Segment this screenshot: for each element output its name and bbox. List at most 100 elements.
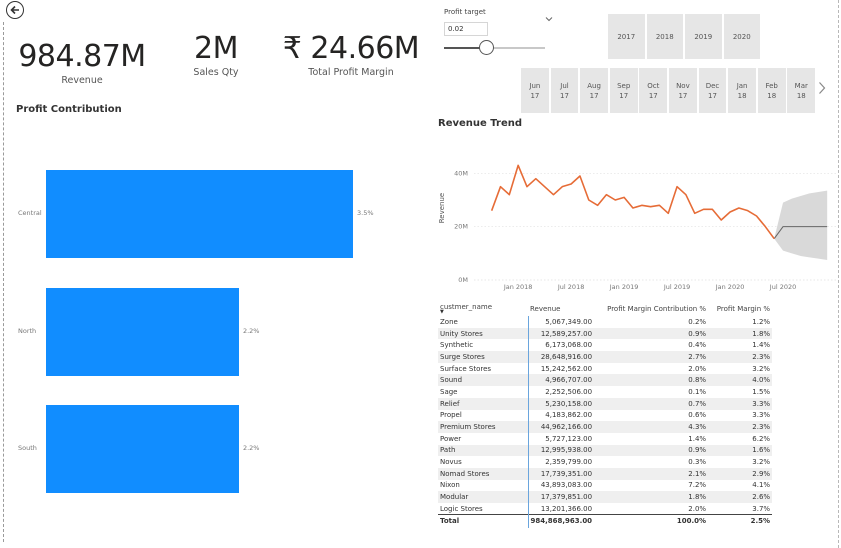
cell-revenue: 5,067,349.00 bbox=[527, 316, 595, 328]
cell-revenue: 2,252,506.00 bbox=[527, 386, 595, 398]
year-tile-2020[interactable]: 2020 bbox=[723, 14, 760, 59]
cell-customer: Nomad Stores bbox=[438, 467, 528, 480]
table-row[interactable]: Synthetic 6,173,068.00 0.4% 1.4% bbox=[438, 339, 772, 352]
bar-value-label: 2.2% bbox=[242, 444, 260, 452]
bar-central[interactable] bbox=[46, 170, 353, 258]
cell-contribution: 4.3% bbox=[594, 421, 709, 433]
table-row[interactable]: Nixon 43,893,083.00 7.2% 4.1% bbox=[438, 479, 772, 492]
profit-margin-card: ₹ 24.66M Total Profit Margin bbox=[276, 32, 426, 79]
table-row[interactable]: Sound 4,966,707.00 0.8% 4.0% bbox=[438, 374, 773, 387]
profit-contribution-title: Profit Contribution bbox=[16, 104, 122, 115]
cell-margin: 4.1% bbox=[752, 481, 771, 490]
chevron-right-icon[interactable] bbox=[818, 80, 826, 99]
table-row[interactable]: Power 5,727,123.00 1.4% 6.2% bbox=[438, 432, 772, 445]
table-row[interactable]: Surface Stores 15,242,562.00 2.0% 3.2% bbox=[438, 362, 772, 375]
month-tile-year: 18 bbox=[767, 91, 777, 100]
month-tile-month: Aug bbox=[587, 81, 601, 90]
cell-revenue: 5,727,123.00 bbox=[527, 432, 595, 445]
table-row[interactable]: Zone 5,067,349.00 0.2% 1.2% bbox=[438, 316, 772, 328]
table-row[interactable]: Nomad Stores 17,739,351.00 2.1% 2.9% bbox=[438, 467, 773, 480]
month-tile-year: 17 bbox=[648, 91, 658, 100]
table-row[interactable]: Relief 5,230,158.00 0.7% 3.3% bbox=[438, 397, 773, 410]
back-arrow-icon[interactable] bbox=[6, 1, 24, 19]
cell-contribution: 0.9% bbox=[594, 444, 709, 457]
month-tile-dec-17[interactable]: Dec 17 bbox=[698, 68, 727, 113]
cell-contribution: 0.2% bbox=[688, 317, 707, 326]
slider-track[interactable] bbox=[444, 47, 545, 49]
col-header-margin[interactable]: Profit Margin % bbox=[716, 305, 771, 313]
cell-revenue: 2,359,799.00 bbox=[527, 456, 595, 468]
bar-north[interactable] bbox=[46, 288, 239, 376]
col-header-customer[interactable]: custmer_name ▼ bbox=[438, 302, 528, 316]
cell-contribution: 0.6% bbox=[688, 411, 707, 420]
col-header-customer-label: custmer_name bbox=[440, 303, 493, 311]
cell-revenue: 6,173,068.00 bbox=[527, 339, 595, 352]
table-row[interactable]: Logic Stores 13,201,366.00 2.0% 3.7% bbox=[438, 503, 772, 515]
month-tile-jan-18[interactable]: Jan 18 bbox=[728, 68, 756, 113]
month-tile-sep-17[interactable]: Sep 17 bbox=[609, 68, 638, 113]
cell-revenue: 17,739,351.00 bbox=[527, 467, 595, 480]
sort-desc-icon[interactable]: ▼ bbox=[440, 309, 444, 315]
cell-margin: 4.0% bbox=[708, 374, 773, 387]
table-row[interactable]: Novus 2,359,799.00 0.3% 3.2% bbox=[438, 456, 772, 468]
bar-category-label: Central bbox=[18, 209, 42, 217]
col-header-revenue[interactable]: Revenue bbox=[530, 305, 561, 313]
table-row[interactable]: Premium Stores 44,962,166.00 4.3% 2.3% bbox=[438, 421, 773, 433]
right-border bbox=[838, 0, 839, 548]
month-tile-oct-17[interactable]: Oct 17 bbox=[639, 68, 668, 113]
x-tick-label: Jan 2019 bbox=[609, 283, 639, 291]
cell-margin: 1.5% bbox=[752, 387, 771, 396]
cell-contribution: 1.4% bbox=[688, 434, 707, 443]
month-tile-nov-17[interactable]: Nov 17 bbox=[669, 68, 697, 113]
cell-margin: 3.7% bbox=[752, 504, 771, 513]
cell-revenue: 4,966,707.00 bbox=[527, 374, 595, 387]
month-tile-month: Oct bbox=[647, 81, 660, 90]
x-tick-label: Jul 2018 bbox=[557, 283, 584, 291]
month-tile-month: Nov bbox=[676, 81, 690, 90]
month-tile-year: 17 bbox=[678, 91, 688, 100]
month-tile-year: 17 bbox=[530, 91, 540, 100]
year-tile-2019[interactable]: 2019 bbox=[685, 14, 722, 59]
total-margin: 2.5% bbox=[708, 514, 773, 528]
month-tile-aug-17[interactable]: Aug 17 bbox=[580, 68, 608, 113]
cell-margin: 1.2% bbox=[752, 317, 771, 326]
forecast-confidence-band bbox=[774, 190, 828, 260]
month-tile-month: Sep bbox=[617, 81, 631, 90]
table-total-row: Total 984,868,963.00 100.0% 2.5% bbox=[438, 514, 773, 528]
table-row[interactable]: Surge Stores 28,648,916.00 2.7% 2.3% bbox=[438, 351, 773, 363]
y-tick-label: 0M bbox=[458, 276, 468, 284]
profit-target-input[interactable]: 0.02 bbox=[444, 22, 488, 36]
month-tile-feb-18[interactable]: Feb 18 bbox=[757, 68, 786, 113]
month-tile-month: Jun bbox=[529, 81, 541, 90]
revenue-series-line[interactable] bbox=[490, 164, 775, 240]
chevron-down-icon[interactable] bbox=[545, 7, 553, 26]
slider-thumb[interactable] bbox=[478, 40, 494, 55]
revenue-trend-chart: 0M 20M 40M Revenue Jan 2018 Jul 2018 Jan 2019 J… bbox=[438, 164, 836, 291]
cell-margin: 1.6% bbox=[708, 444, 773, 457]
month-tile-mar-18[interactable]: Mar 18 bbox=[787, 68, 816, 113]
revenue-card: 984.87M Revenue bbox=[14, 39, 150, 87]
bar-south[interactable] bbox=[46, 405, 239, 493]
month-tile-jul-17[interactable]: Jul 17 bbox=[550, 68, 579, 113]
table-row[interactable]: Sage 2,252,506.00 0.1% 1.5% bbox=[438, 386, 772, 398]
table-row[interactable]: Propel 4,183,862.00 0.6% 3.3% bbox=[438, 409, 772, 422]
col-header-contribution[interactable]: Profit Margin Contribution % bbox=[607, 305, 707, 313]
y-axis-label: Revenue bbox=[438, 193, 446, 224]
table-row[interactable]: Unity Stores 12,589,257.00 0.9% 1.8% bbox=[438, 327, 773, 340]
cell-margin: 2.9% bbox=[708, 467, 773, 480]
cell-contribution: 0.8% bbox=[594, 374, 709, 387]
slider-fill bbox=[444, 47, 487, 49]
sales-qty-label: Sales Qty bbox=[193, 67, 239, 78]
total-contribution: 100.0% bbox=[594, 514, 709, 528]
year-tile-2017[interactable]: 2017 bbox=[608, 14, 645, 59]
cell-revenue: 13,201,366.00 bbox=[527, 503, 595, 515]
cell-revenue: 5,230,158.00 bbox=[527, 397, 595, 410]
table-row[interactable]: Modular 17,379,851.00 1.8% 2.6% bbox=[438, 491, 773, 503]
x-tick-label: Jul 2019 bbox=[663, 283, 690, 291]
month-tile-jun-17[interactable]: Jun 17 bbox=[521, 68, 549, 113]
cell-customer: Power bbox=[440, 434, 462, 443]
revenue-value: 984.87M bbox=[18, 39, 146, 74]
table-row[interactable]: Path 12,995,938.00 0.9% 1.6% bbox=[438, 444, 773, 457]
year-tile-2018[interactable]: 2018 bbox=[646, 14, 683, 59]
cell-customer: Unity Stores bbox=[438, 327, 528, 340]
